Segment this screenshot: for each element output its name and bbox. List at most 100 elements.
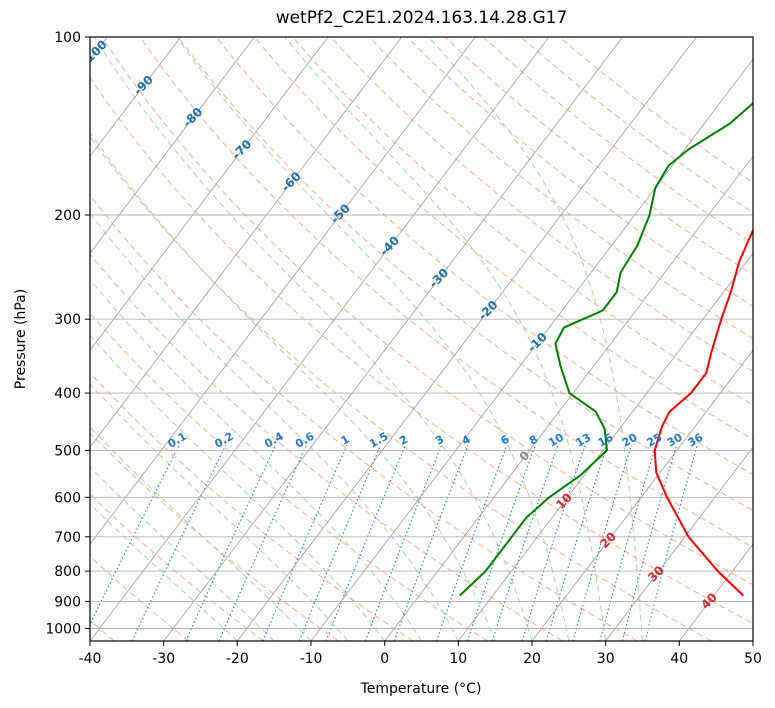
mixing-ratio-line: [364, 444, 443, 641]
x-tick-label: 50: [744, 651, 762, 667]
mixing-ratio-label: 1: [339, 433, 352, 448]
temperature-label: 40: [698, 590, 720, 612]
moist-adiabat: [90, 212, 459, 641]
dry-adiabat: [253, 37, 753, 441]
mixing-ratio-line: [325, 444, 406, 641]
x-tick-label: 40: [670, 651, 688, 667]
moist-adiabat: [90, 278, 422, 641]
isotherm-label: -70: [229, 137, 254, 162]
isotherm-line: [678, 543, 753, 641]
chart-title: wetPf2_C2E1.2024.163.14.28.G17: [275, 8, 568, 28]
moist-adiabat: [90, 503, 238, 641]
mixing-ratio-label: 8: [527, 433, 540, 448]
dry-adiabat: [90, 253, 563, 641]
isotherm-line: [90, 37, 550, 641]
isotherm-label: -90: [131, 73, 156, 98]
line-labels: 0.1 0.2 0.4 0.6 1 1.5 2 3 4 6 8 10 13 16 20 25 30 36-100-…: [90, 37, 720, 612]
isotherm-line: [752, 640, 753, 641]
mixing-ratio-label: 6: [498, 432, 511, 447]
moist-adiabat: [90, 131, 496, 641]
mixing-ratio-line: [545, 445, 608, 641]
moist-adiabat: [90, 466, 275, 641]
y-tick-label: 700: [54, 530, 81, 546]
mixing-ratio-line: [644, 445, 698, 641]
x-tick-label: -10: [300, 651, 323, 667]
dry-adiabat: [90, 135, 712, 641]
isotherm-line: [384, 155, 753, 641]
dry-adiabat: [215, 37, 753, 476]
dry-adiabat: [90, 372, 414, 641]
moist-adiabat-lines: [90, 37, 643, 641]
dry-adiabat: [368, 37, 753, 340]
mixing-ratio-label: 20: [620, 431, 640, 450]
x-tick-label: 20: [523, 651, 541, 667]
dry-adiabat: [406, 37, 753, 307]
isotherm-line: [90, 37, 403, 448]
mixing-ratio-line: [466, 445, 536, 641]
mixing-ratio-line: [621, 445, 678, 641]
mixing-ratio-label: 25: [644, 431, 664, 450]
mixing-ratio-line: [393, 445, 469, 641]
dry-adiabat: [444, 37, 753, 276]
mixing-ratio-label: 13: [574, 431, 594, 450]
y-tick-label: 200: [54, 208, 81, 224]
moist-adiabat: [284, 37, 607, 641]
isotherm-label: -10: [525, 330, 550, 355]
mixing-ratio-label: 10: [546, 431, 566, 450]
y-tick-label: 100: [54, 30, 81, 46]
mixing-ratio-label: 16: [596, 431, 616, 450]
x-tick-label: 30: [597, 651, 615, 667]
moist-adiabat: [90, 426, 312, 641]
mixing-ratio-line: [572, 445, 632, 641]
isotherm-line: [90, 37, 255, 254]
plot-frame: [89, 36, 754, 642]
dry-adiabat: [292, 37, 753, 406]
y-tick-label: 500: [54, 443, 81, 459]
moist-adiabat: [90, 334, 386, 641]
dry-adiabat: [330, 37, 753, 373]
moist-adiabat: [93, 37, 533, 641]
temperature-label: 20: [597, 529, 619, 551]
mixing-ratio-line: [599, 445, 657, 641]
isotherm-label: -60: [279, 169, 304, 194]
dry-adiabat: [177, 37, 753, 512]
x-tick-label: -40: [79, 651, 102, 667]
y-tick-label: 800: [54, 564, 81, 580]
dry-adiabat: [90, 312, 488, 641]
moist-adiabat: [90, 383, 349, 641]
mixing-ratio-label: 4: [460, 432, 473, 447]
dry-adiabat: [90, 76, 753, 624]
mixing-ratio-line: [491, 445, 559, 641]
isotherm-line: [236, 37, 697, 641]
isotherm-label: -80: [180, 105, 205, 130]
mixing-ratio-label: 0.1: [166, 430, 189, 451]
mixing-ratio-line: [435, 445, 508, 641]
isotherm-label: -40: [377, 233, 402, 258]
isotherm-line: [163, 37, 624, 641]
sounding-line: [653, 227, 753, 597]
x-axis: -40 -30 -20 -10 0 10 20 30 40 50: [79, 641, 762, 667]
mixing-ratio-label: 36: [686, 431, 706, 450]
mixing-ratio-label: 30: [665, 431, 685, 450]
mixing-ratio-label: 3: [433, 433, 446, 448]
x-tick-label: -20: [226, 651, 249, 667]
x-axis-label: Temperature (°C): [360, 681, 482, 697]
mixing-ratio-line: [131, 444, 227, 641]
isotherm-line: [310, 58, 753, 641]
x-tick-label: 10: [449, 651, 467, 667]
x-tick-label: -30: [152, 651, 175, 667]
dry-adiabat: [139, 37, 753, 548]
mixing-ratio-label: 0.6: [293, 429, 317, 450]
moist-adiabat: [176, 37, 570, 641]
mixing-ratio-line: [262, 444, 348, 641]
y-tick-label: 600: [54, 490, 81, 506]
isotherm-line: [90, 37, 476, 545]
isotherm-line: [531, 349, 753, 641]
dry-adiabat: [90, 194, 638, 641]
x-tick-label: 0: [380, 651, 389, 667]
isotherm-label: -50: [328, 201, 353, 226]
dry-adiabat: [520, 37, 753, 214]
y-tick-label: 400: [54, 386, 81, 402]
dry-adiabat: [90, 493, 264, 641]
